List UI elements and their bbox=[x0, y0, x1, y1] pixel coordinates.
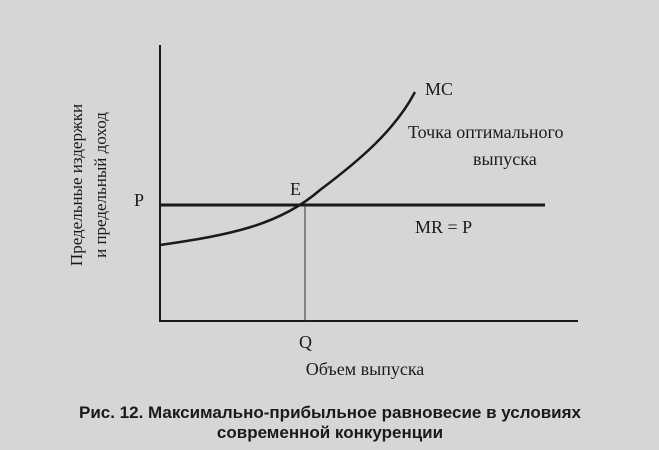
e-label: E bbox=[290, 179, 301, 199]
p-label: P bbox=[134, 190, 144, 210]
x-label: Объем выпуска bbox=[306, 359, 425, 379]
optimum-label: Точка оптимального bbox=[408, 122, 564, 142]
q-label: Q bbox=[299, 332, 312, 352]
caption: Рис. 12. Максимально-прибыльное равновес… bbox=[79, 403, 582, 422]
mr-label: MR = P bbox=[415, 217, 472, 237]
y-label: и предельный доход bbox=[91, 112, 110, 258]
mc-curve bbox=[159, 91, 417, 247]
caption: современной конкуренции bbox=[217, 423, 443, 442]
optimum-label: выпуска bbox=[473, 149, 537, 169]
y-label: Предельные издержки bbox=[67, 104, 86, 266]
mc-label: MC bbox=[425, 79, 453, 99]
